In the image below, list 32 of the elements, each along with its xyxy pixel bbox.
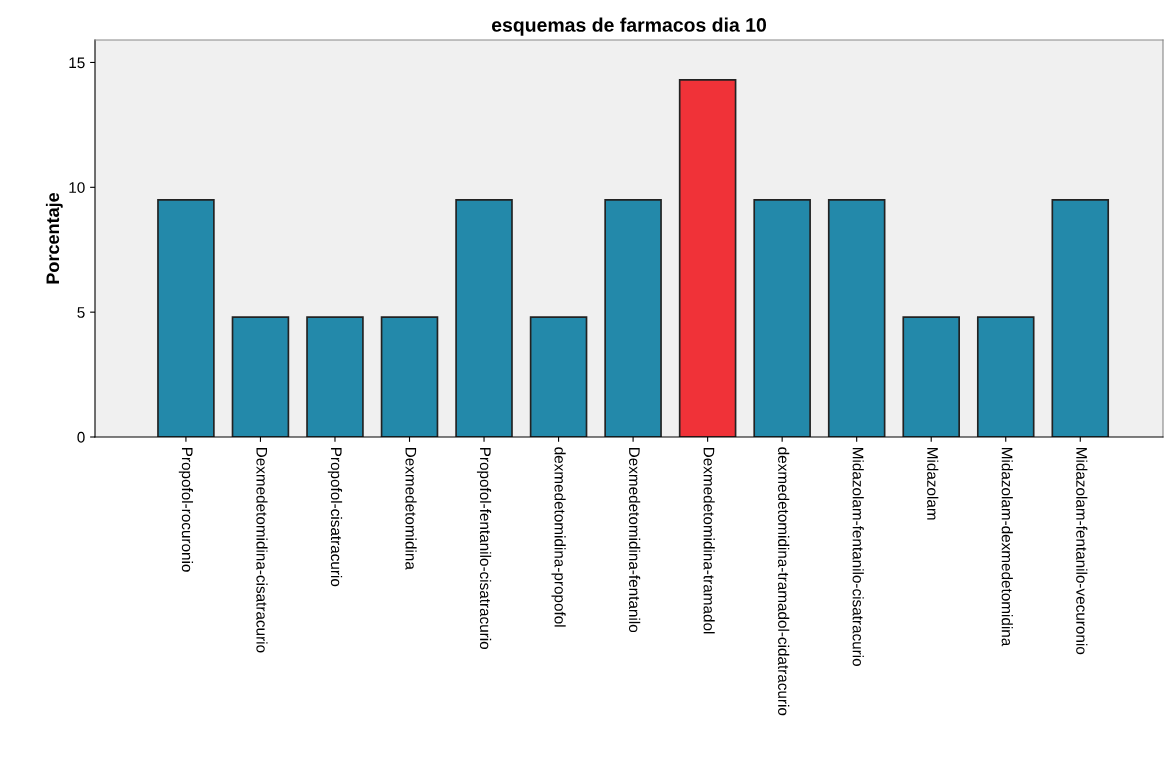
x-tick-label: Dexmedetomidina [405, 447, 417, 570]
bar [902, 316, 960, 437]
bar [753, 198, 811, 437]
bar [455, 198, 513, 437]
y-axis-title: Porcentaje [45, 192, 63, 284]
bar [529, 316, 588, 437]
x-tick-label: Dexmedetomidina-fentanilo [629, 447, 641, 633]
x-tick-label: Midazolam-dexmedetomidina [1001, 447, 1013, 647]
x-tick-label: dexmedetomidina-propofol [551, 447, 566, 627]
bar [604, 198, 662, 437]
chart-title: esquemas de farmacos dia 10 [491, 17, 767, 36]
y-tick-label: 5 [77, 307, 85, 318]
bar [380, 316, 439, 437]
bar [306, 316, 364, 437]
x-tick-label: Midazolam-fentanilo-vecuronio [1076, 447, 1088, 655]
x-tick-label: Dexmedetomidina-cisatracurio [256, 447, 268, 653]
x-tick-label: Midazolam [927, 447, 939, 520]
x-tick-label: Propofol-cisatracurio [327, 447, 343, 587]
bar [976, 316, 1035, 437]
x-tick-label: Propofol-rocuronio [178, 447, 194, 572]
y-tick-label: 15 [69, 57, 85, 69]
x-tick-label: Midazolam-fentanilo-cisatracurio [852, 447, 864, 666]
bar [157, 198, 215, 437]
x-tick-label: Dexmedetomidina-tramadol [703, 447, 715, 634]
bar [231, 316, 290, 437]
y-tick-label: 0 [77, 431, 85, 443]
x-tick-label: Propofol-fentanilo-cisatracurio [476, 447, 492, 650]
bar [1051, 198, 1110, 437]
bar [678, 79, 737, 437]
y-tick-label: 10 [69, 182, 85, 193]
bar [827, 198, 886, 437]
x-tick-label: dexmedetomidina-tramadol-cidatracurio [778, 447, 790, 716]
